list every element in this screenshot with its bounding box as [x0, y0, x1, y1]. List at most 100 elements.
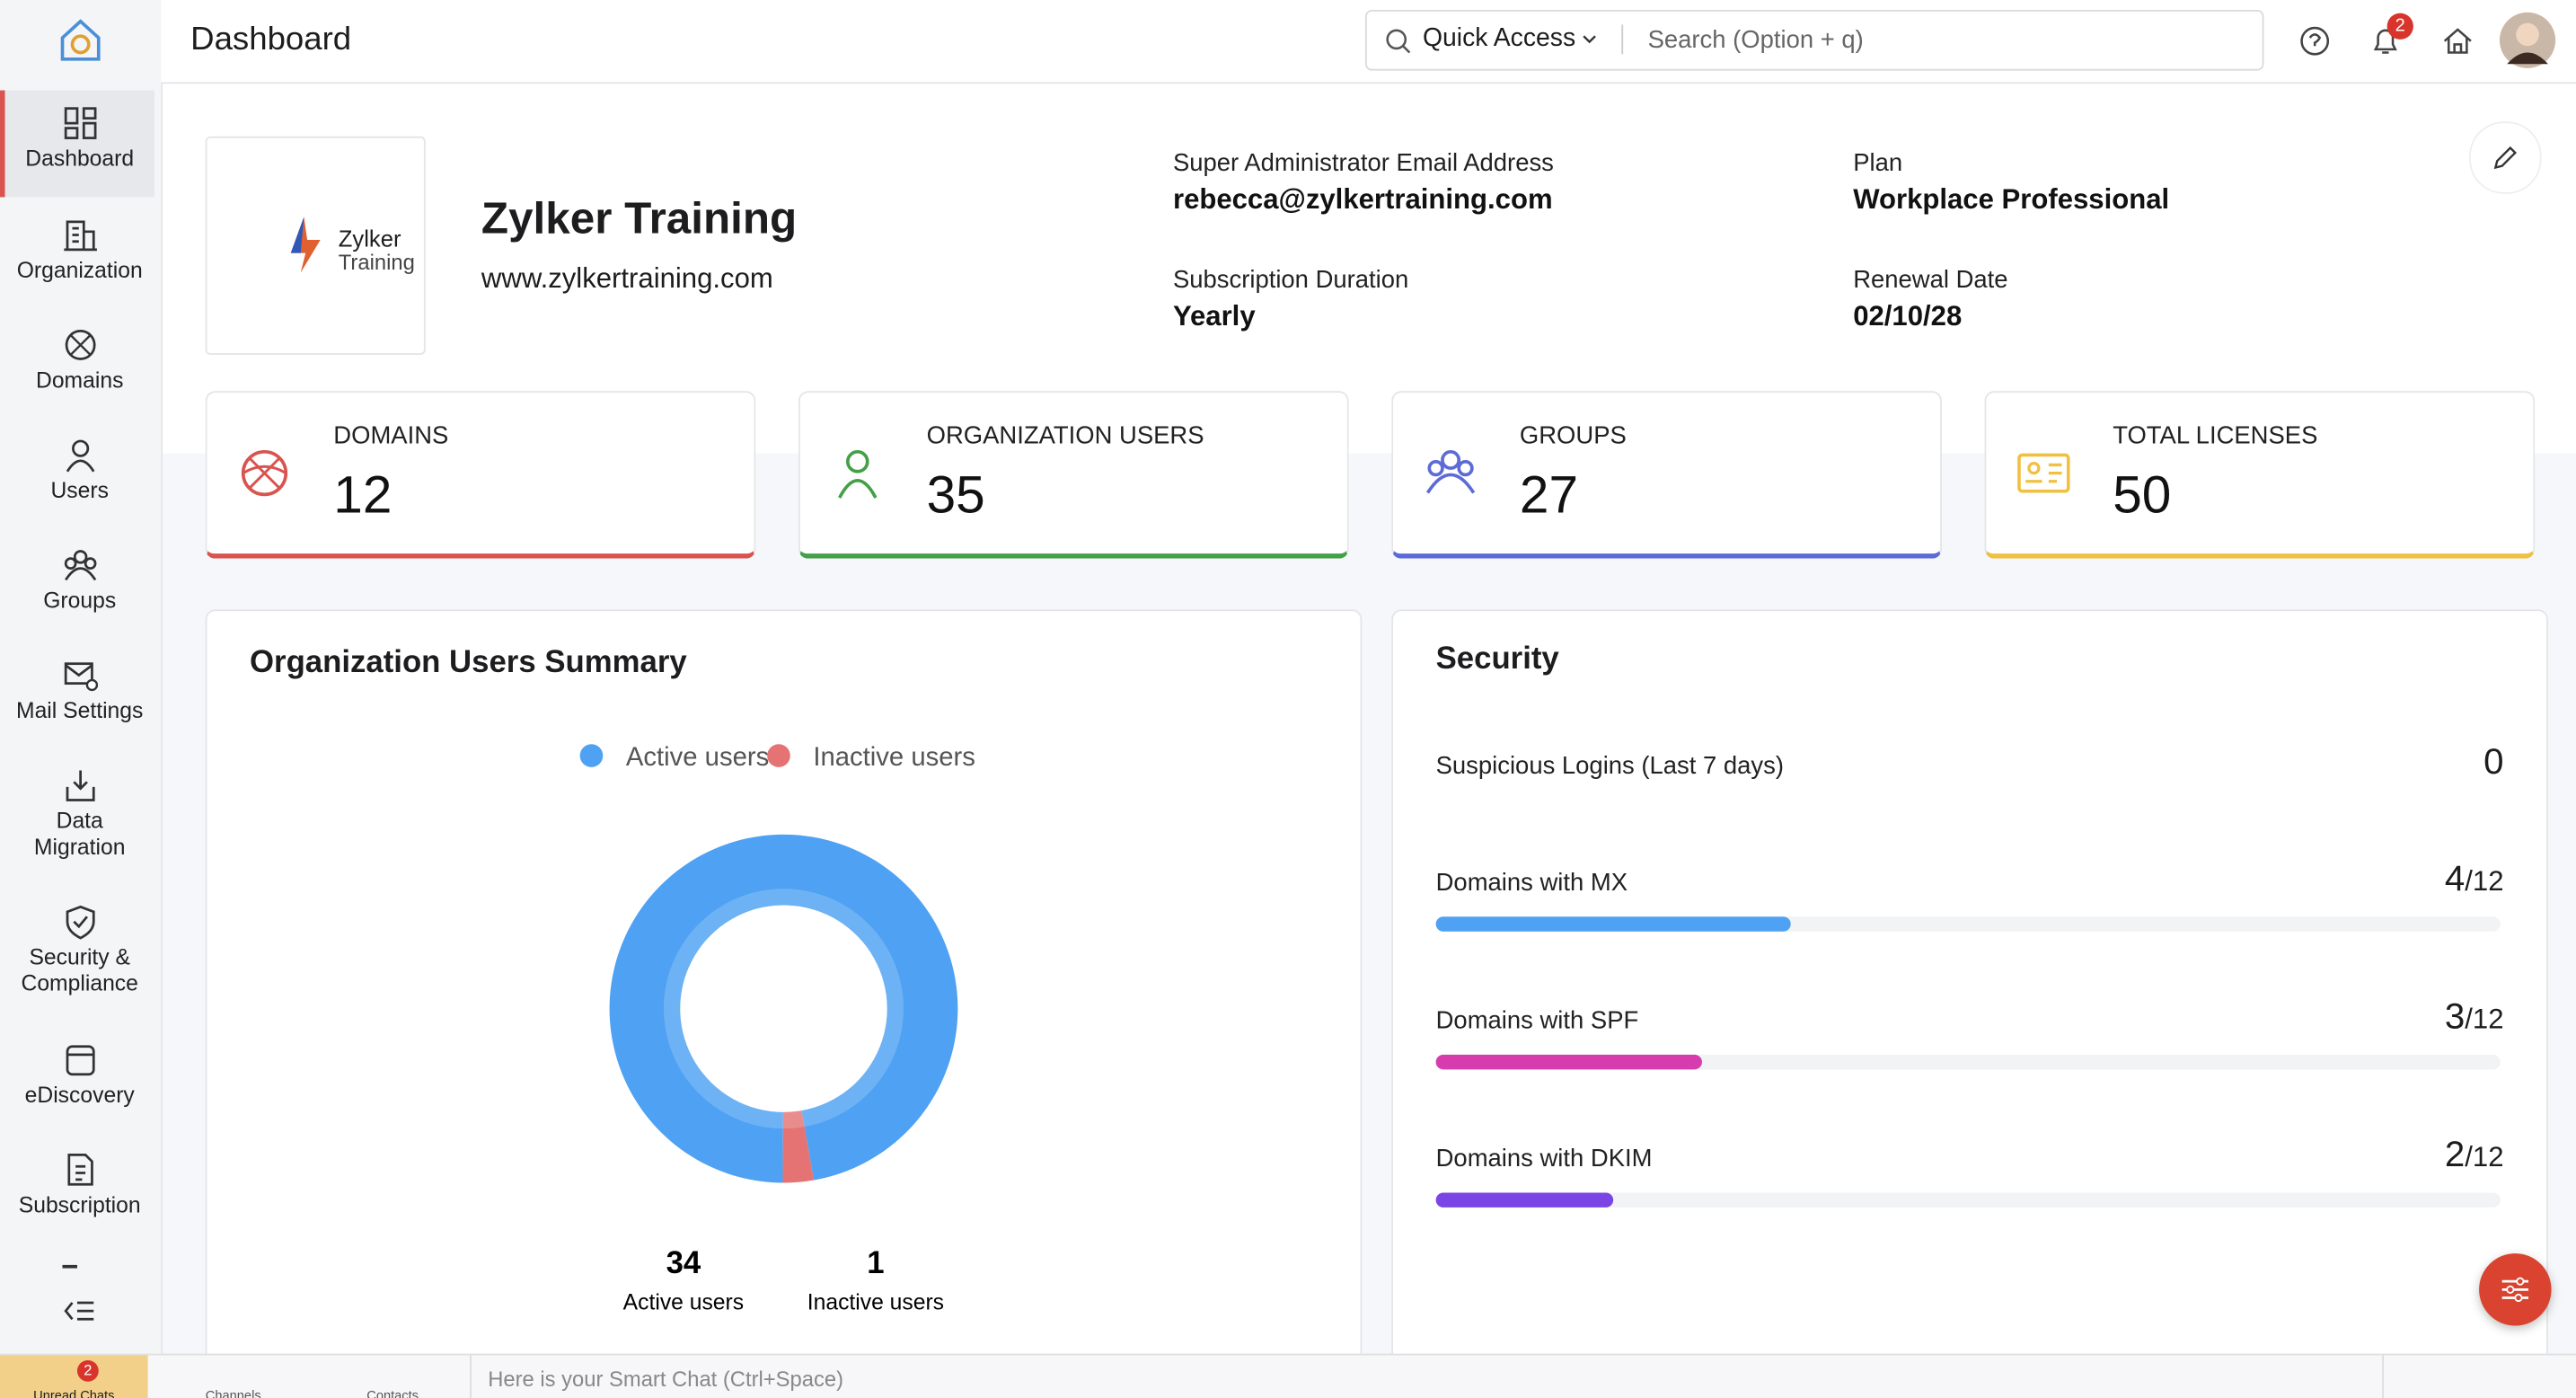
stat-icon — [1425, 449, 1476, 494]
legend-swatch — [767, 744, 790, 767]
sidebar-label: eDiscovery — [24, 1082, 135, 1108]
sidebar-item[interactable]: Users — [0, 437, 159, 535]
sidebar-label: Groups — [43, 588, 117, 614]
row-count: 2/12 — [2445, 1134, 2504, 1177]
row-label: Domains with DKIM — [1435, 1145, 1653, 1173]
field-label: Renewal Date — [1853, 266, 2008, 295]
label: Suspicious Logins (Last 7 days) — [1435, 752, 1784, 781]
field-label: Plan — [1853, 149, 1903, 178]
field-value: Yearly — [1172, 300, 1256, 332]
panel-title: Organization Users Summary — [250, 645, 687, 680]
profile-field: Renewal Date 02/10/28 — [1853, 266, 2007, 333]
profile-field: Super Administrator Email Address rebecca… — [1173, 149, 1554, 217]
stat-card: GROUPS 27 — [1391, 391, 1942, 559]
sidebar-icon — [63, 220, 97, 252]
settings-fab[interactable] — [2479, 1253, 2552, 1326]
donut-slice — [782, 1110, 815, 1183]
unread-badge: 2 — [76, 1359, 99, 1382]
search-placeholder[interactable]: Search (Option + q) — [1647, 26, 1864, 55]
field-value: rebecca@zylkertraining.com — [1172, 183, 1553, 216]
unread-chats[interactable]: 2 Unread Chats — [0, 1355, 148, 1398]
suspicious-label: Suspicious Logins (Last 7 days) — [1436, 752, 1784, 782]
channels[interactable]: Channels — [205, 1388, 261, 1398]
sidebar-icon — [63, 662, 98, 692]
row-count: 3/12 — [2445, 995, 2504, 1039]
sidebar-icon — [66, 1154, 93, 1186]
stat-value: 50 — [2113, 465, 2172, 525]
home-icon[interactable] — [2441, 24, 2475, 58]
chat-input[interactable]: Here is your Smart Chat (Ctrl+Space) — [488, 1367, 844, 1392]
sidebar-icon — [63, 550, 96, 581]
sidebar-item[interactable]: eDiscovery — [0, 1041, 159, 1140]
users-summary-panel: Organization Users Summary Active users 3… — [205, 609, 1363, 1385]
panel-title: Security — [1435, 641, 1559, 677]
sidebar-item[interactable]: Domains — [0, 327, 159, 426]
field-label: Super Administrator Email Address — [1172, 149, 1554, 178]
separator — [470, 1355, 472, 1398]
count-total: /12 — [2465, 1141, 2504, 1173]
row-count: 4/12 — [2445, 857, 2504, 900]
search-icon — [1386, 29, 1411, 54]
count-value: 3 — [2444, 995, 2466, 1037]
org-website[interactable]: www.zylkertraining.com — [481, 262, 773, 295]
app-logo[interactable] — [56, 16, 105, 66]
sidebar-label: Security & Compliance — [21, 944, 138, 996]
top-bar: Dashboard Quick Access Search (Option + … — [161, 0, 2576, 84]
notification-icon[interactable] — [2369, 24, 2403, 58]
quick-access[interactable]: Quick Access — [1422, 24, 1576, 53]
stat-value: 12 — [333, 465, 393, 525]
donut-inner-ring — [663, 889, 904, 1129]
sidebar-icon — [65, 770, 94, 801]
legend-label: Active users — [626, 743, 769, 772]
sidebar-icon — [65, 439, 94, 473]
stat-card: DOMAINS 12 — [205, 391, 756, 559]
logo-text: Zylker — [338, 225, 401, 252]
chat-bar: 2 Unread Chats Channels Contacts Here is… — [0, 1353, 2576, 1398]
profile-field: Subscription Duration Yearly — [1173, 266, 1408, 333]
sidebar-icon — [64, 330, 95, 360]
sidebar-label: Subscription — [18, 1192, 141, 1217]
separator — [2382, 1355, 2384, 1398]
sidebar-item[interactable]: Organization — [0, 217, 159, 315]
sidebar-icon — [63, 107, 96, 139]
contacts[interactable]: Contacts — [366, 1388, 419, 1398]
org-logo — [290, 217, 321, 273]
count-value: 4 — [2444, 857, 2466, 899]
sidebar-item[interactable]: Data Migration — [0, 767, 159, 890]
progress-bar — [1435, 916, 1791, 932]
dropdown-arrow — [1583, 35, 1596, 44]
count-value: 2 — [2444, 1133, 2466, 1175]
sidebar-item[interactable]: Subscription — [0, 1152, 159, 1251]
value-caption: Active users — [623, 1290, 744, 1314]
edit-icon — [2493, 146, 2518, 170]
progress-track — [1435, 1192, 2501, 1208]
field-value: 02/10/28 — [1853, 300, 1963, 332]
avatar[interactable] — [2499, 12, 2556, 69]
sidebar-icon — [65, 1045, 94, 1076]
donut-slice — [609, 834, 958, 1183]
help-icon[interactable] — [2298, 24, 2332, 58]
progress-track — [1435, 1054, 2501, 1070]
stat-icon — [2017, 453, 2070, 493]
separator — [1621, 24, 1624, 55]
divider — [62, 1264, 77, 1268]
sidebar-item[interactable]: Security & Compliance — [0, 904, 159, 1027]
edit-button[interactable] — [2469, 121, 2542, 194]
sidebar-item[interactable]: Groups — [0, 547, 159, 646]
stat-card: TOTAL LICENSES 50 — [1984, 391, 2536, 559]
sidebar-item[interactable]: Mail Settings — [0, 657, 159, 756]
search-box[interactable]: Quick Access Search (Option + q) — [1364, 9, 2264, 71]
count-total: /12 — [2465, 865, 2504, 898]
stat-label: DOMAINS — [333, 421, 449, 450]
logo-text: Training — [338, 249, 415, 275]
sidebar-icon — [65, 905, 94, 940]
stat-icon — [838, 449, 878, 499]
sidebar-label: Data Migration — [33, 808, 126, 860]
sidebar-item[interactable]: Dashboard — [0, 90, 154, 198]
donut-chart: Active users 34 Active users Inactive users… — [579, 743, 975, 1314]
stat-label: ORGANIZATION USERS — [926, 421, 1204, 450]
label: Unread Chats — [33, 1388, 115, 1398]
collapse-button[interactable] — [63, 1297, 96, 1323]
